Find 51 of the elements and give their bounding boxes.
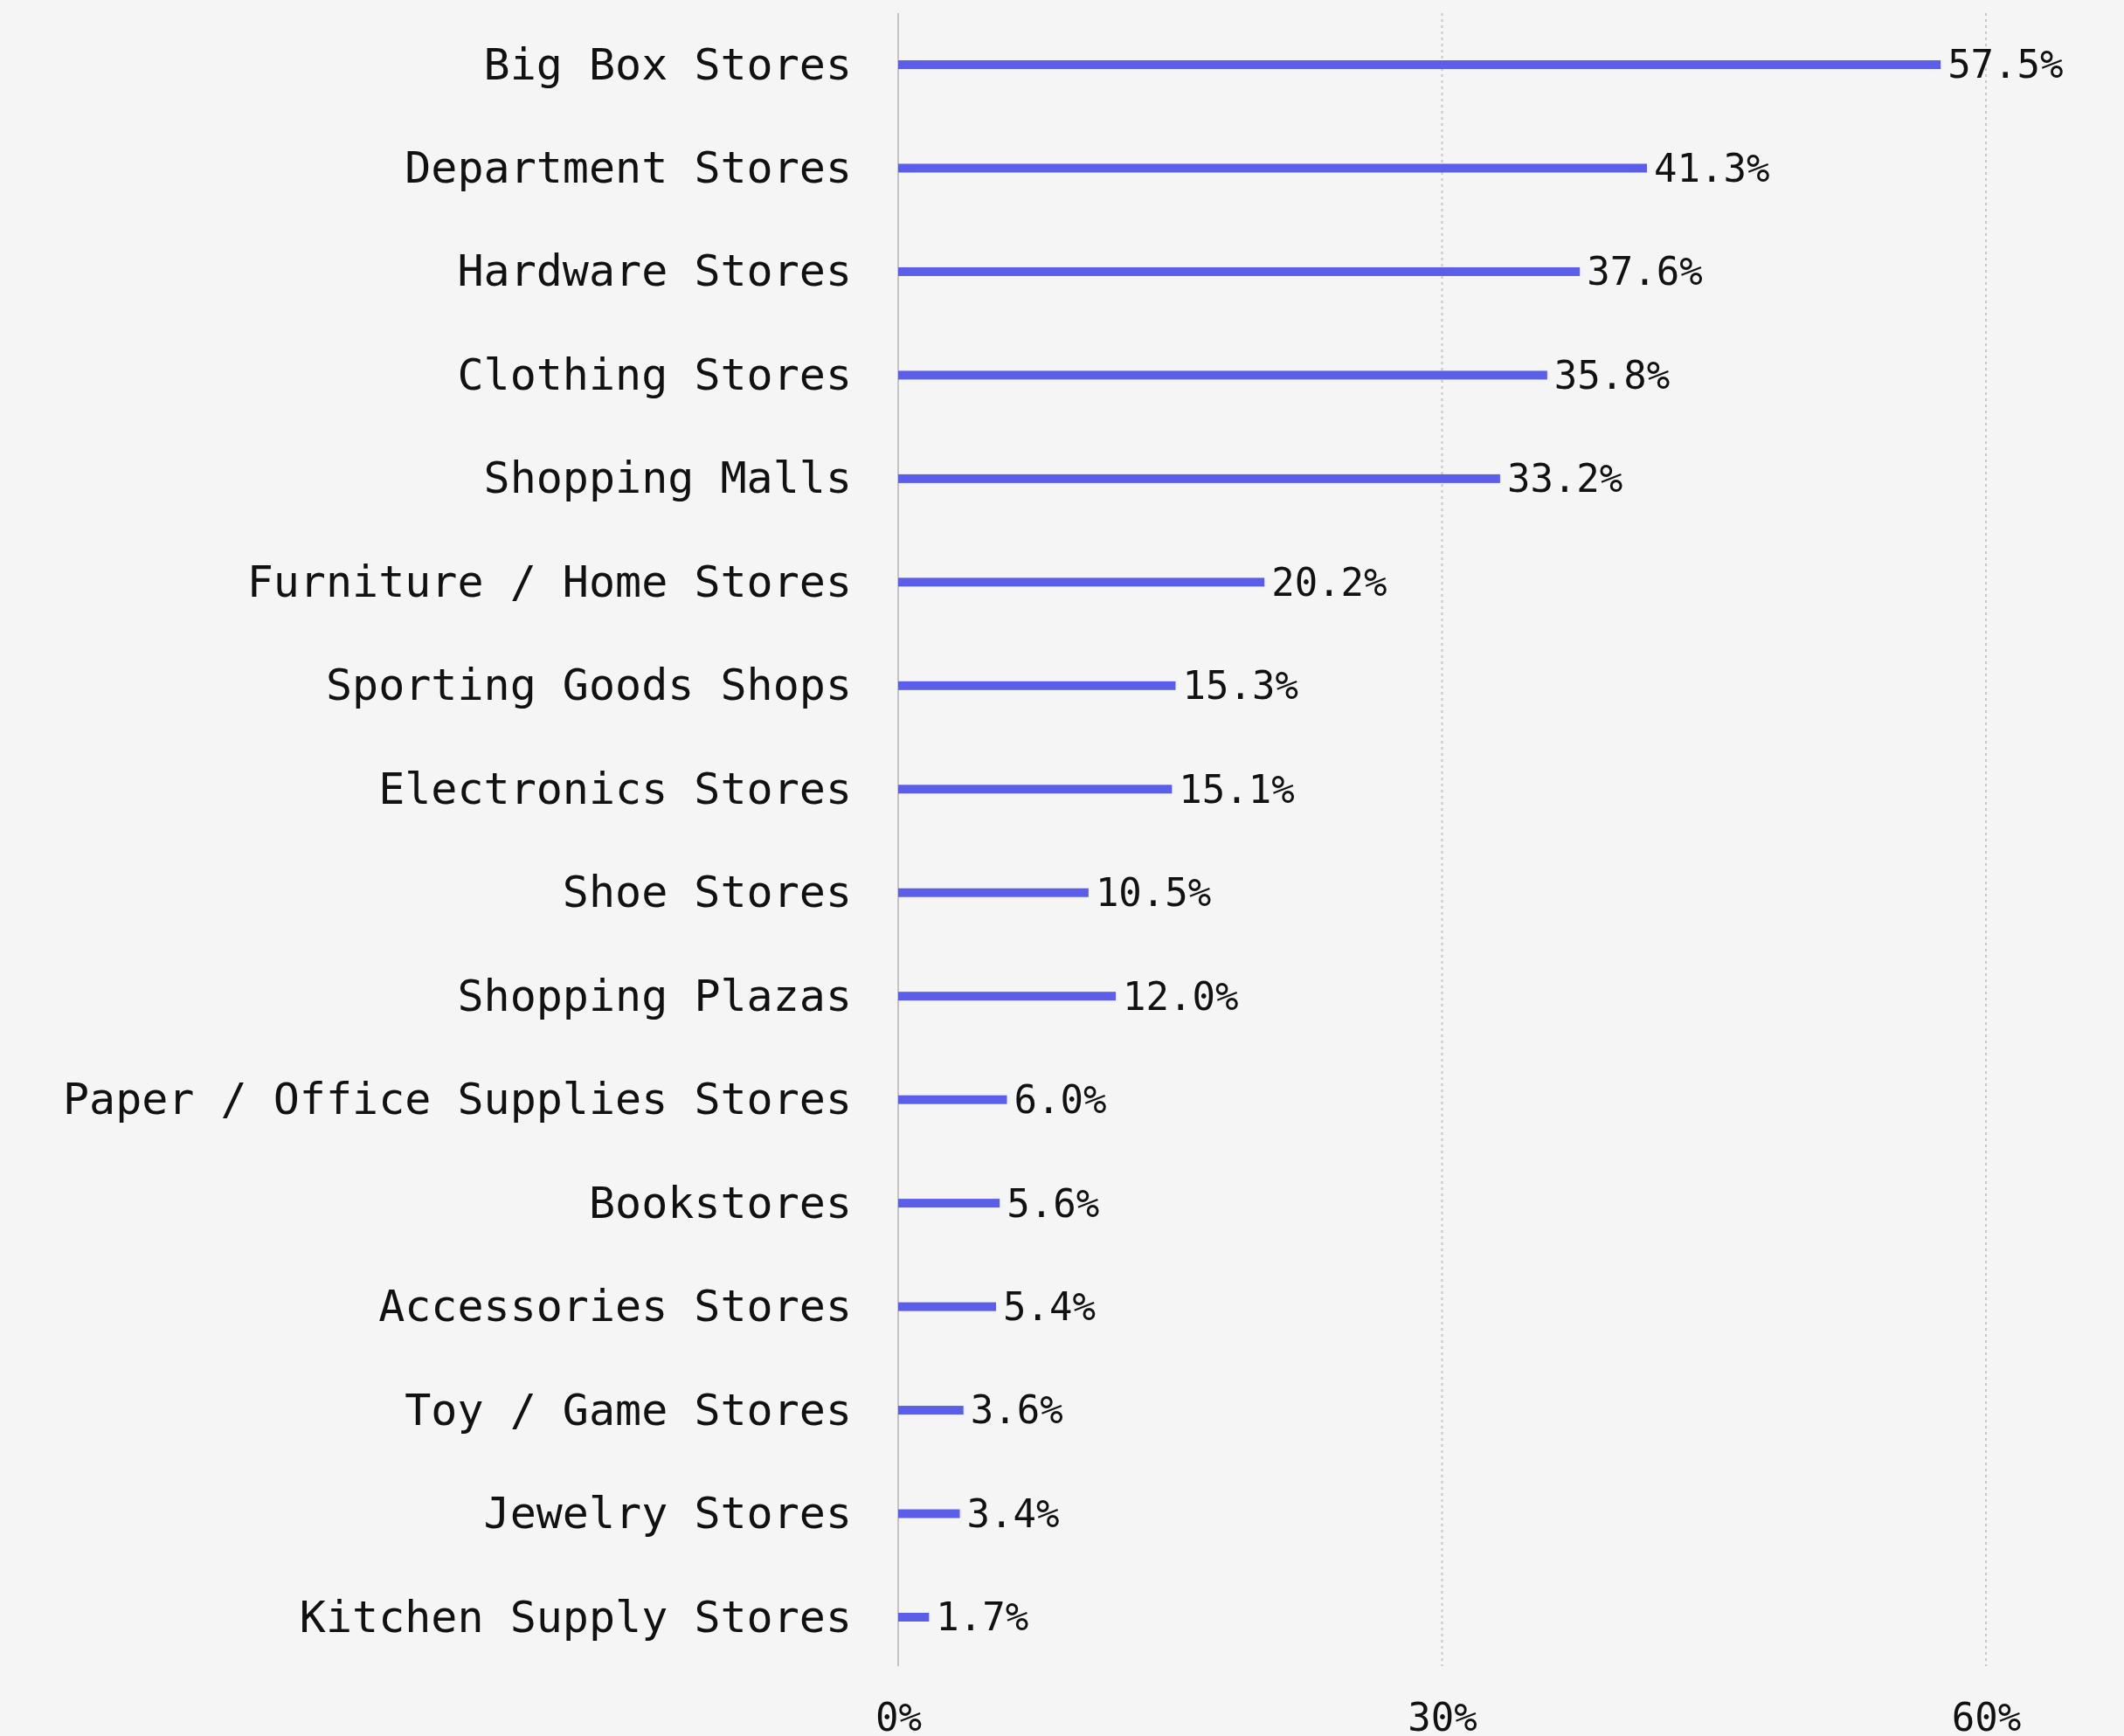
bar — [898, 1406, 964, 1415]
data-label: 6.0% — [1014, 1077, 1107, 1123]
bar — [898, 888, 1089, 897]
data-label: 10.5% — [1095, 870, 1212, 916]
data-label: 57.5% — [1948, 42, 2064, 87]
y-tick-label: Clothing Stores — [457, 349, 852, 400]
y-tick-label: Bookstores — [588, 1177, 852, 1228]
y-tick-label: Paper / Office Supplies Stores — [62, 1074, 852, 1125]
bar — [898, 1509, 960, 1518]
data-label: 15.3% — [1182, 663, 1298, 709]
bar — [898, 1613, 930, 1622]
bar — [898, 992, 1116, 1001]
y-tick-label: Hardware Stores — [457, 246, 852, 297]
bar — [898, 681, 1176, 690]
x-tick-label: 0% — [875, 1695, 922, 1736]
bar — [898, 474, 1500, 483]
bar — [898, 1199, 1000, 1208]
data-label: 5.6% — [1007, 1180, 1100, 1226]
data-label: 20.2% — [1271, 559, 1387, 605]
y-tick-label: Shoe Stores — [562, 867, 852, 918]
y-tick-label: Furniture / Home Stores — [246, 556, 852, 607]
bar — [898, 266, 1581, 276]
bar — [898, 60, 1941, 69]
y-tick-label: Sporting Goods Shops — [325, 660, 852, 711]
bar — [898, 163, 1647, 173]
y-tick-label: Big Box Stores — [483, 38, 852, 90]
data-label: 35.8% — [1553, 352, 1671, 398]
data-label: 37.6% — [1587, 249, 1703, 294]
y-tick-label: Department Stores — [405, 142, 852, 193]
data-label: 12.0% — [1123, 973, 1239, 1019]
y-tick-label: Jewelry Stores — [483, 1488, 852, 1539]
data-label: 5.4% — [1003, 1284, 1097, 1329]
y-tick-label: Toy / Game Stores — [405, 1384, 852, 1435]
x-tick-label: 60% — [1951, 1695, 2022, 1736]
bar — [898, 578, 1265, 587]
data-label: 3.6% — [970, 1387, 1063, 1433]
data-label: 33.2% — [1506, 456, 1623, 501]
bar — [898, 370, 1547, 380]
bar — [898, 1095, 1007, 1104]
y-tick-label: Accessories Stores — [378, 1281, 852, 1332]
bar — [898, 785, 1173, 794]
data-label: 41.3% — [1653, 145, 1770, 190]
data-label: 1.7% — [936, 1594, 1029, 1640]
data-label: 15.1% — [1179, 766, 1295, 812]
y-tick-label: Electronics Stores — [378, 763, 852, 814]
bar — [898, 1302, 997, 1311]
x-tick-label: 30% — [1408, 1695, 1477, 1736]
y-tick-label: Kitchen Supply Stores — [299, 1591, 852, 1643]
y-tick-label: Shopping Plazas — [457, 970, 852, 1021]
y-tick-label: Shopping Malls — [483, 453, 852, 504]
data-label: 3.4% — [966, 1490, 1060, 1536]
